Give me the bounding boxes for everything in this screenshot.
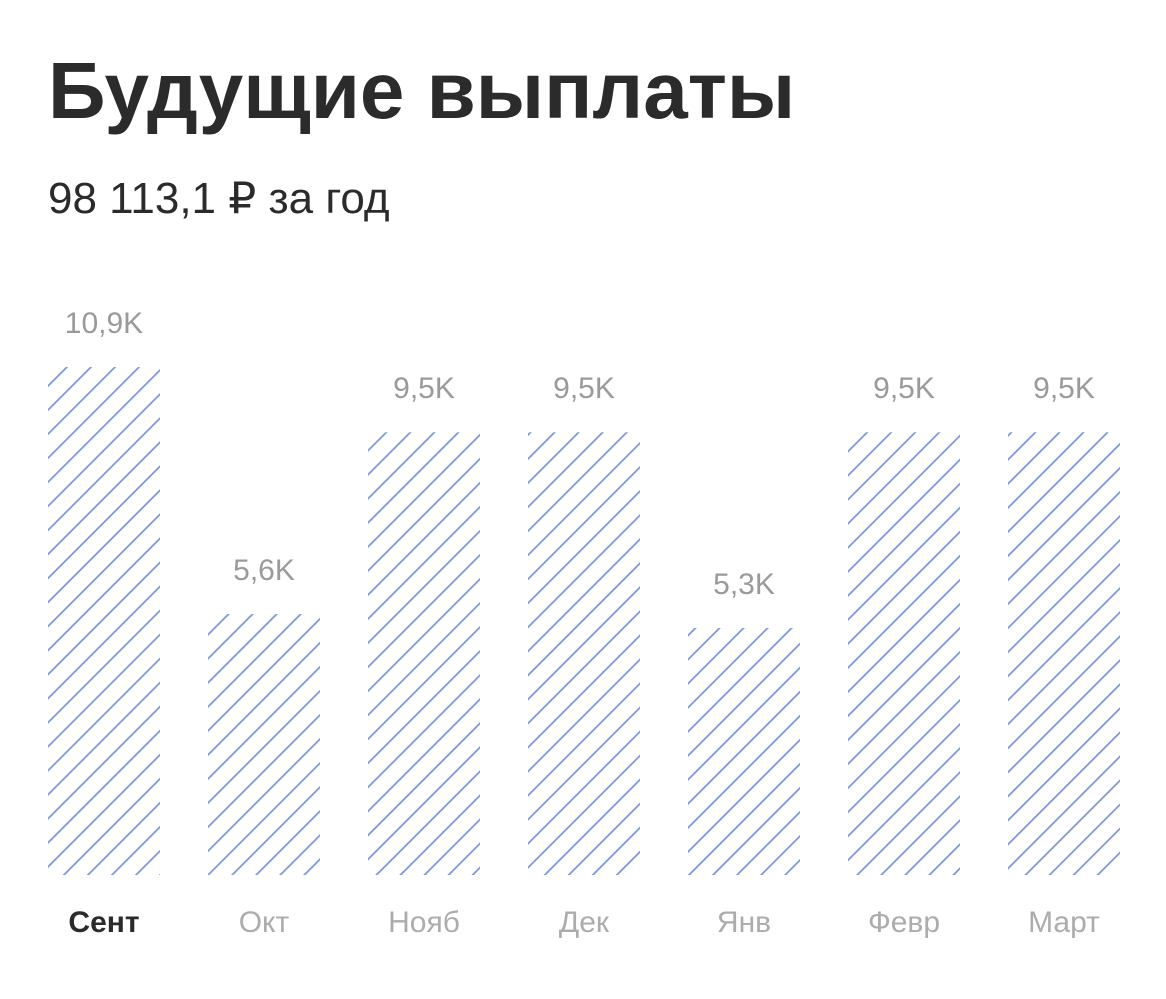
bar [1008,432,1120,875]
data-label: 9,5K [393,372,455,405]
x-tick-label: Нояб [388,906,460,939]
data-label: 10,9K [65,307,143,340]
bar [528,432,640,875]
x-tick-label: Февр [868,906,940,939]
chart-subtitle: 98 113,1 ₽ за год [48,174,390,223]
bar [48,367,160,875]
bar [208,614,320,875]
bar [688,627,800,875]
data-label: 9,5K [553,372,615,405]
x-tick-label: Янв [717,906,771,939]
data-label: 9,5K [1033,372,1095,405]
data-label: 9,5K [873,372,935,405]
x-tick-label: Дек [559,906,610,939]
x-tick-label: Март [1028,906,1100,939]
x-tick-label: Сент [68,906,139,939]
bar [848,432,960,875]
chart-title: Будущие выплаты [48,46,795,135]
x-tick-label: Окт [239,906,290,939]
data-label: 5,3K [713,568,775,601]
data-label: 5,6K [233,554,295,587]
bar [368,432,480,875]
